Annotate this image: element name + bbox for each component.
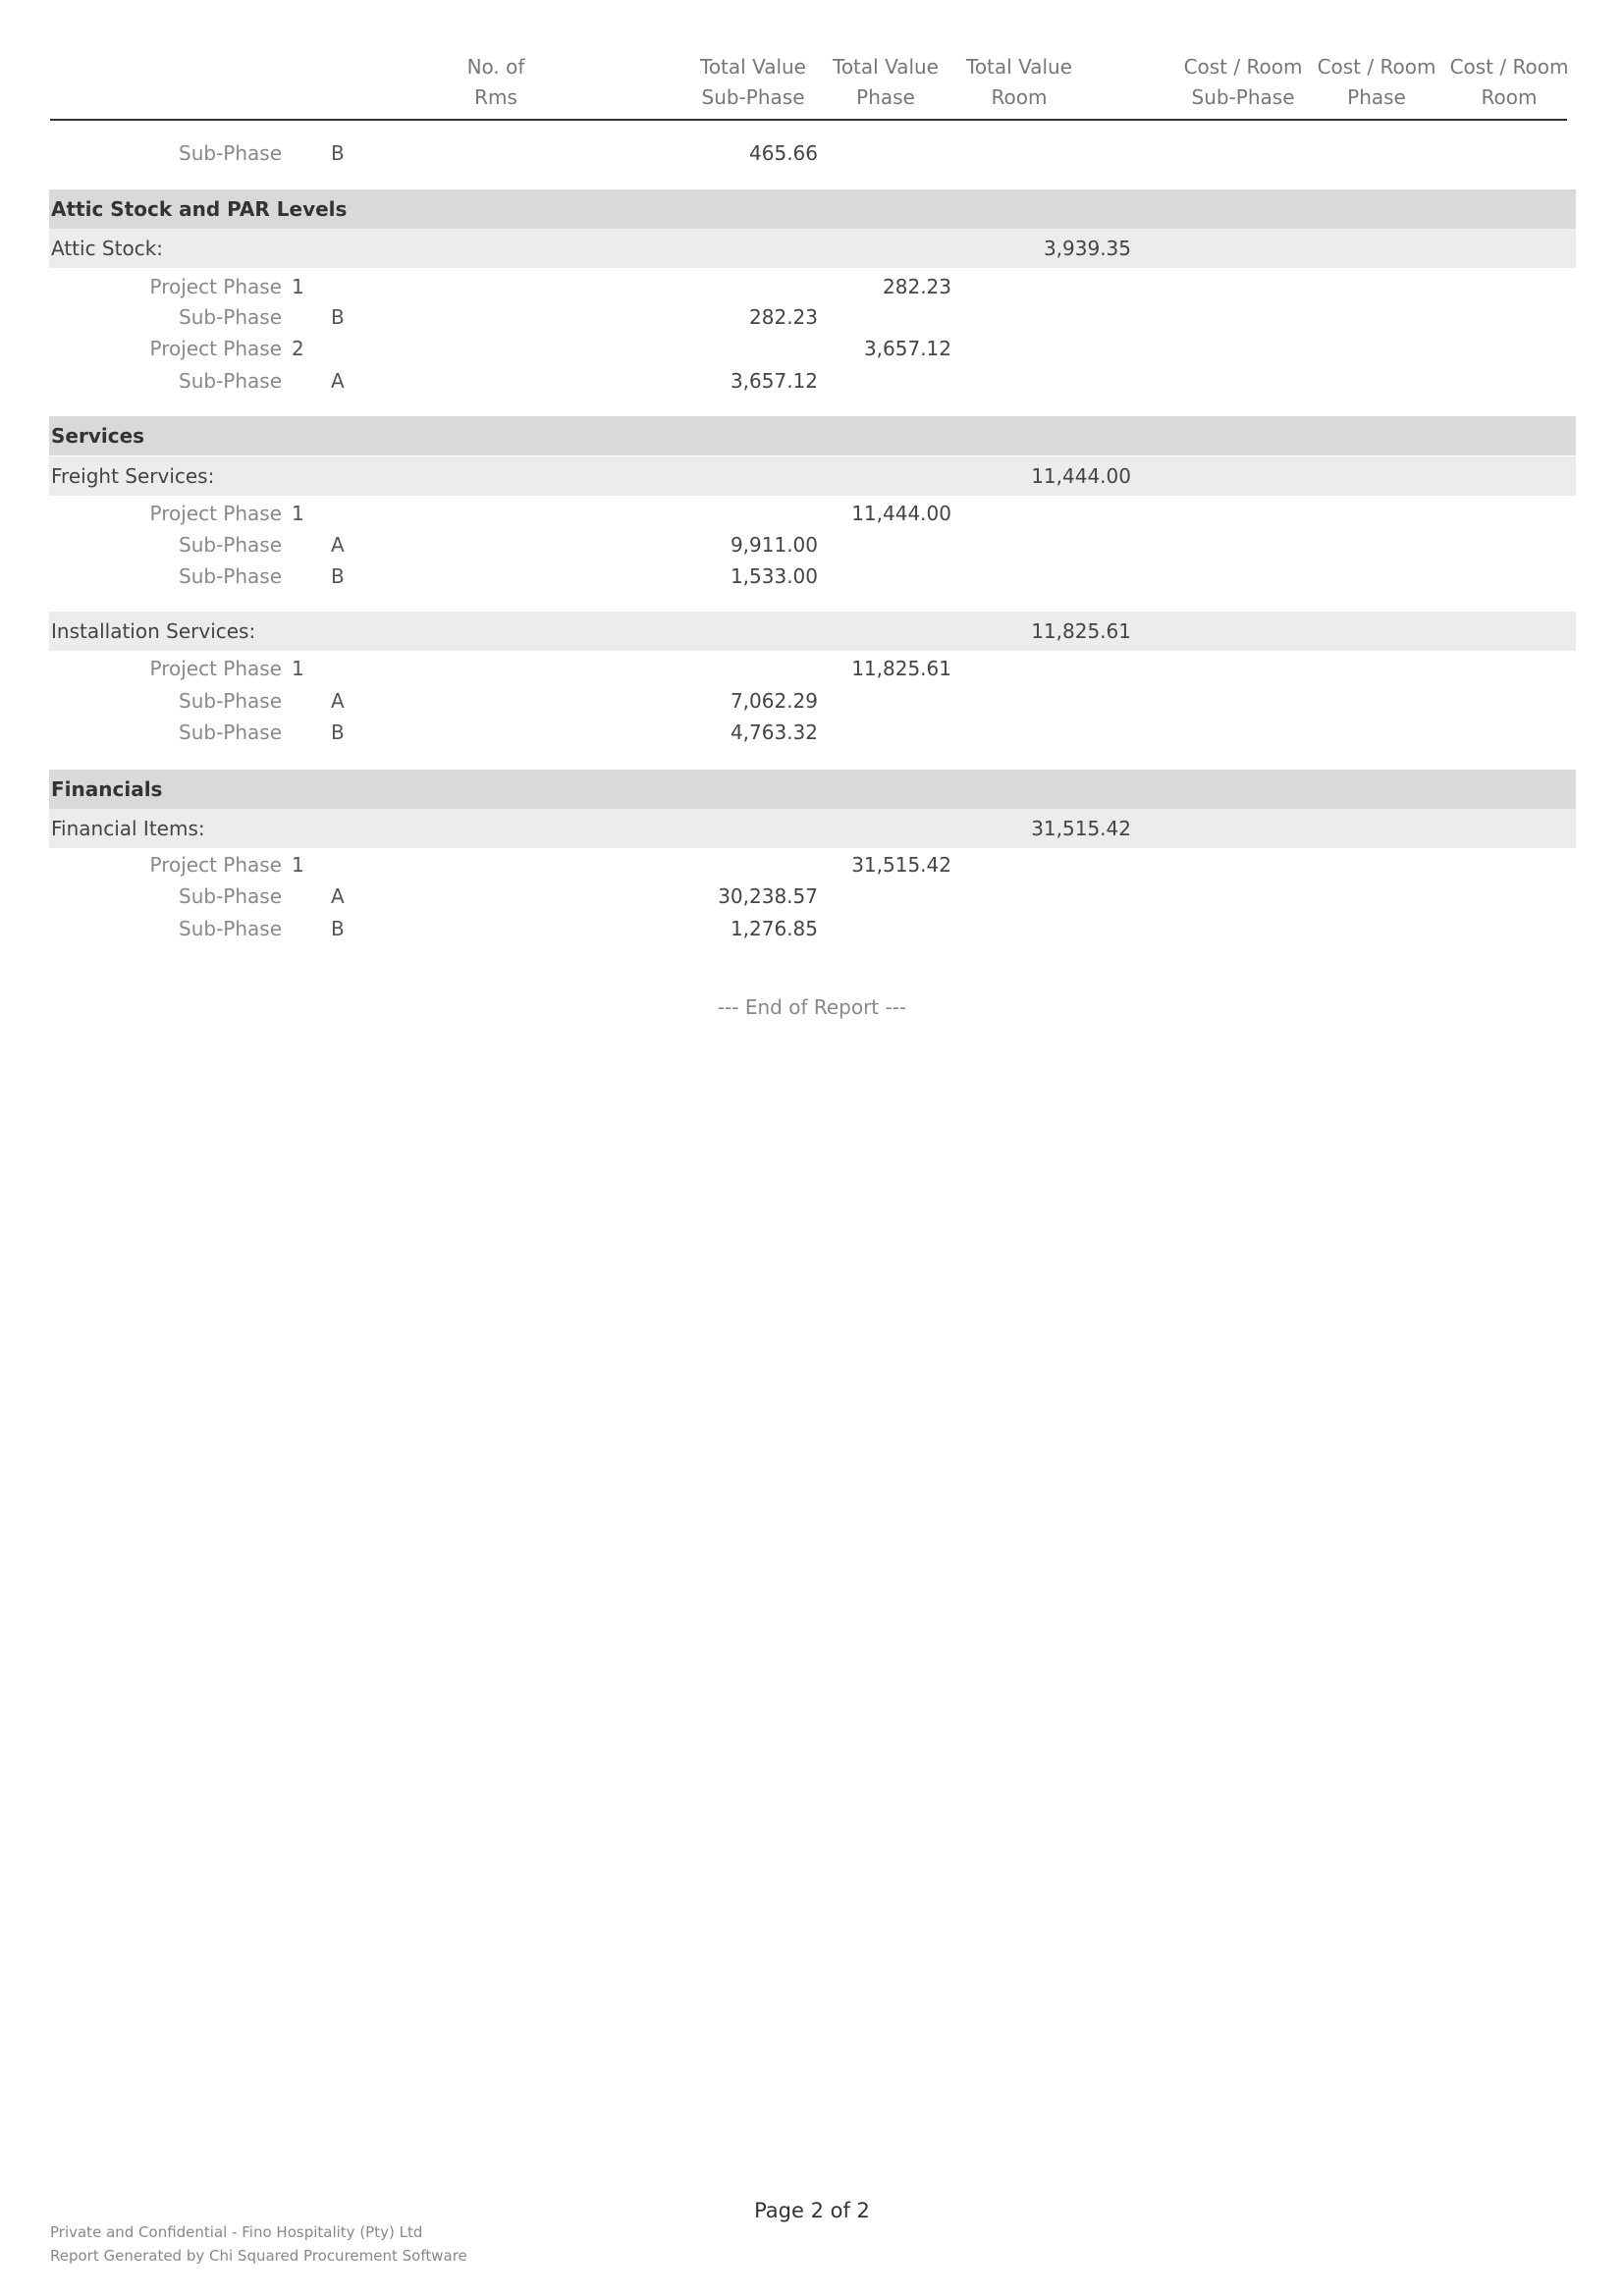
header-line1: Total Value — [700, 55, 806, 79]
row-code: A — [331, 369, 345, 393]
header-line2: Sub-Phase — [1191, 85, 1295, 109]
header-line1: Total Value — [833, 55, 939, 79]
row-code: 1 — [292, 275, 304, 298]
header-cost-room-phase: Cost / Room Phase — [1303, 52, 1450, 113]
total-value-subphase: 1,533.00 — [730, 564, 818, 588]
row-label: Sub-Phase — [179, 884, 282, 908]
total-value-phase: 31,515.42 — [851, 853, 951, 877]
total-value-room: 11,444.00 — [1031, 464, 1131, 488]
section-header: Financials — [49, 770, 1576, 809]
row-code: B — [331, 564, 345, 588]
category-label: Attic Stock: — [51, 237, 164, 260]
row-code: 1 — [292, 853, 304, 877]
total-value-room: 3,939.35 — [1043, 237, 1131, 260]
total-value-subphase: 465.66 — [749, 141, 818, 165]
row-code: A — [331, 689, 345, 713]
row-code: B — [331, 721, 345, 744]
row-label: Sub-Phase — [179, 369, 282, 393]
section-label: Financials — [51, 777, 163, 801]
total-value-room: 11,825.61 — [1031, 619, 1131, 643]
row-code: A — [331, 533, 345, 557]
section-label: Attic Stock and PAR Levels — [51, 197, 348, 221]
category-row: Financial Items: 31,515.42 — [49, 809, 1576, 848]
page-number: Page 2 of 2 — [754, 2199, 870, 2222]
row-code: B — [331, 141, 345, 165]
category-row: Installation Services: 11,825.61 — [49, 612, 1576, 651]
end-of-report: --- End of Report --- — [717, 995, 907, 1019]
header-line1: Cost / Room — [1317, 55, 1436, 79]
row-label: Sub-Phase — [179, 721, 282, 744]
header-line2: Phase — [856, 85, 915, 109]
header-total-value-subphase: Total Value Sub-Phase — [679, 52, 827, 113]
total-value-phase: 11,444.00 — [851, 502, 951, 525]
row-label: Project Phase — [149, 853, 282, 877]
total-value-room: 31,515.42 — [1031, 817, 1131, 840]
row-code: B — [331, 917, 345, 940]
row-label: Sub-Phase — [179, 141, 282, 165]
row-label: Sub-Phase — [179, 564, 282, 588]
category-row: Attic Stock: 3,939.35 — [49, 229, 1576, 268]
total-value-phase: 282.23 — [883, 275, 951, 298]
total-value-subphase: 1,276.85 — [730, 917, 818, 940]
header-line2: Room — [991, 85, 1048, 109]
header-cost-room-room: Cost / Room Room — [1435, 52, 1583, 113]
header-line2: Room — [1481, 85, 1538, 109]
section-label: Services — [51, 424, 145, 448]
header-divider — [50, 119, 1567, 121]
header-line1: Cost / Room — [1183, 55, 1303, 79]
header-cost-room-subphase: Cost / Room Sub-Phase — [1169, 52, 1317, 113]
total-value-phase: 11,825.61 — [851, 657, 951, 680]
category-label: Financial Items: — [51, 817, 205, 840]
footer-generated-by: Report Generated by Chi Squared Procurem… — [50, 2247, 467, 2265]
total-value-subphase: 282.23 — [749, 305, 818, 329]
section-header: Services — [49, 416, 1576, 455]
row-label: Project Phase — [149, 337, 282, 360]
row-label: Sub-Phase — [179, 305, 282, 329]
header-line2: Rms — [474, 85, 517, 109]
total-value-subphase: 7,062.29 — [730, 689, 818, 713]
total-value-subphase: 30,238.57 — [718, 884, 818, 908]
row-label: Project Phase — [149, 275, 282, 298]
row-code: 1 — [292, 502, 304, 525]
category-label: Freight Services: — [51, 464, 215, 488]
total-value-subphase: 3,657.12 — [730, 369, 818, 393]
header-no-of-rms: No. of Rms — [422, 52, 569, 113]
row-code: 2 — [292, 337, 304, 360]
header-line1: Cost / Room — [1449, 55, 1569, 79]
row-label: Sub-Phase — [179, 689, 282, 713]
row-code: 1 — [292, 657, 304, 680]
header-line2: Phase — [1347, 85, 1406, 109]
total-value-subphase: 4,763.32 — [730, 721, 818, 744]
total-value-phase: 3,657.12 — [863, 337, 951, 360]
header-total-value-room: Total Value Room — [946, 52, 1093, 113]
category-row: Freight Services: 11,444.00 — [49, 456, 1576, 496]
row-label: Project Phase — [149, 657, 282, 680]
row-code: B — [331, 305, 345, 329]
row-code: A — [331, 884, 345, 908]
header-line1: Total Value — [966, 55, 1072, 79]
total-value-subphase: 9,911.00 — [730, 533, 818, 557]
header-line2: Sub-Phase — [701, 85, 805, 109]
row-label: Project Phase — [149, 502, 282, 525]
header-line1: No. of — [466, 55, 525, 79]
header-total-value-phase: Total Value Phase — [812, 52, 959, 113]
category-label: Installation Services: — [51, 619, 256, 643]
row-label: Sub-Phase — [179, 533, 282, 557]
section-header: Attic Stock and PAR Levels — [49, 189, 1576, 229]
footer-confidential: Private and Confidential - Fino Hospital… — [50, 2223, 423, 2241]
row-label: Sub-Phase — [179, 917, 282, 940]
